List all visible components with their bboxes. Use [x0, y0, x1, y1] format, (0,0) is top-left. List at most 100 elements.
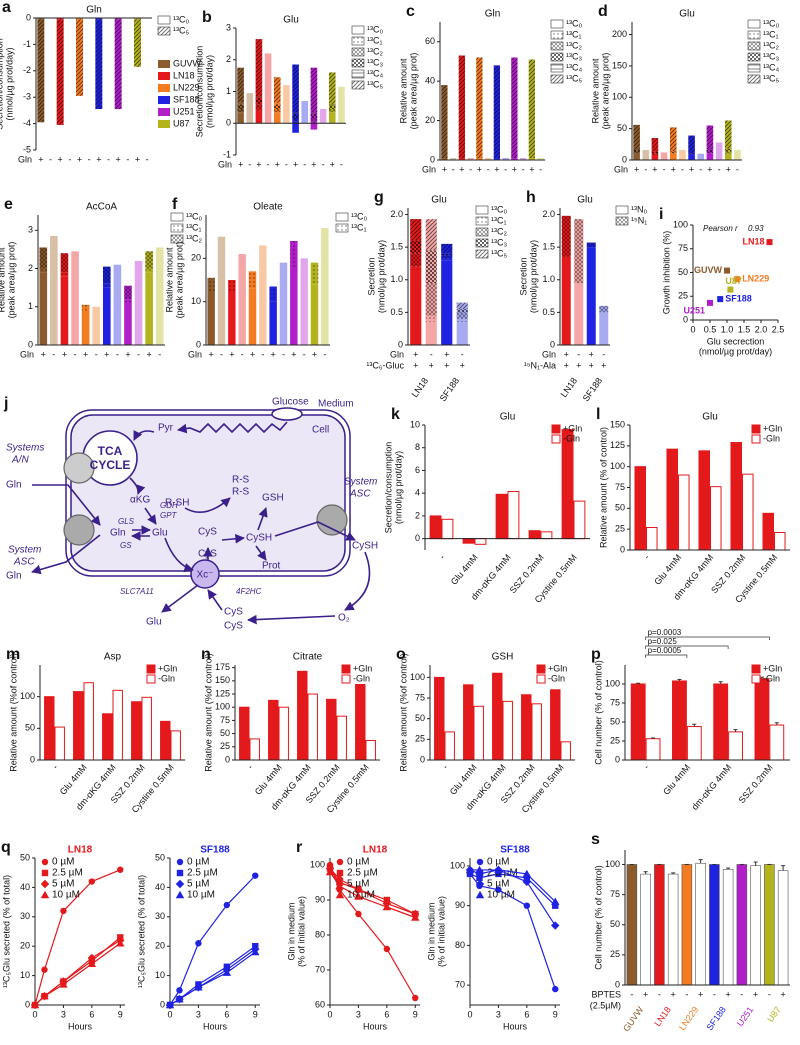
row-value: -	[146, 154, 149, 164]
x-axis-label: Hours	[203, 1021, 228, 1031]
x-tick-label: 3	[496, 1009, 501, 1019]
y-tick-label: 10	[410, 419, 420, 429]
y-axis-label: (% of initial value)	[436, 896, 446, 967]
label: R-S	[232, 487, 250, 498]
legend-label: ¹³C₅	[763, 73, 779, 83]
group-label: SF188	[704, 1005, 727, 1032]
row-value: +	[529, 164, 534, 174]
row-value: -	[430, 349, 433, 359]
legend-label: ¹³C₃	[763, 51, 779, 61]
row-value: -	[248, 159, 251, 169]
row-value: +	[512, 164, 517, 174]
y-axis-label: (peak area/µg prot)	[174, 242, 184, 319]
y-tick-label: 40	[20, 882, 30, 892]
y-tick-label: 70	[315, 964, 325, 974]
row-label: Gln	[422, 164, 436, 174]
bar	[141, 696, 152, 761]
x-tick-label: 9	[253, 1009, 258, 1019]
y-tick-label: 100	[215, 702, 230, 712]
x-tick-label: 1.5	[738, 324, 751, 334]
diagram: j Glucose Medium Cell Pyr TCA CYCLE α	[3, 395, 378, 631]
label: Medium	[318, 399, 354, 410]
bar-segment	[310, 118, 318, 122]
legend-label: ¹³C₂	[763, 40, 779, 50]
bar-segment	[688, 153, 695, 155]
bar-segment	[476, 158, 483, 160]
bar-segment	[528, 59, 536, 159]
legend-swatch	[475, 249, 489, 259]
arrow	[177, 421, 288, 434]
marker	[552, 985, 559, 993]
bar-segment	[669, 127, 677, 152]
bar-segment	[706, 153, 714, 160]
bar-segment	[715, 142, 723, 160]
row-value: -	[126, 154, 129, 164]
bar-segment	[456, 322, 468, 345]
row-value: +	[589, 360, 594, 370]
chart-title: GSH	[492, 652, 514, 663]
legend-label: -Gln	[763, 433, 780, 443]
row-value: +	[601, 360, 606, 370]
bar-segment	[458, 55, 466, 159]
legend-swatch	[351, 80, 365, 90]
row-value: +	[494, 164, 499, 174]
row-value: -	[577, 349, 580, 359]
legend-label: 2.5 µM	[52, 868, 83, 879]
x-tick-label: Glu 4mM	[661, 762, 692, 796]
marker	[176, 858, 184, 866]
y-tick-label: 2.0	[542, 209, 555, 219]
bar	[297, 670, 308, 761]
row-value: +	[311, 159, 316, 169]
legend-swatch	[751, 674, 761, 684]
bar	[83, 682, 94, 761]
row-value: -	[469, 164, 472, 174]
panel-letter: a	[2, 0, 11, 16]
bar-segment	[660, 152, 668, 160]
row-value: +	[444, 360, 449, 370]
y-tick-label: 50	[610, 716, 620, 726]
y-axis-label: ¹³C₅Glu secreted (% of total)	[136, 875, 146, 988]
bar	[474, 538, 487, 545]
point	[707, 299, 713, 306]
legend-label: -Gln	[158, 673, 175, 683]
marker	[412, 994, 419, 1002]
y-tick-label: 100	[410, 672, 425, 682]
row-value: -	[107, 154, 110, 164]
x-tick-label: 6	[224, 1009, 229, 1019]
y-tick-label: 100	[610, 461, 625, 471]
bar-segment	[39, 268, 48, 273]
bar-segment	[695, 862, 706, 986]
bar-segment	[145, 272, 153, 345]
x-tick-label: 3	[356, 1009, 361, 1019]
legend-label: ¹⁵N₁	[631, 215, 647, 225]
x-tick-label: 2.0	[755, 324, 768, 334]
y-tick-label: 50	[610, 919, 620, 929]
panel-letter: h	[526, 189, 536, 206]
legend-swatch	[351, 36, 365, 46]
bar	[507, 490, 520, 540]
bar-segment	[60, 253, 69, 273]
bar-segment	[292, 118, 299, 122]
chart-title: Asp	[104, 652, 122, 663]
y-tick-label: 100	[605, 678, 620, 688]
bar	[434, 676, 445, 761]
row-value: +	[58, 154, 63, 164]
group-label: LN18	[652, 1005, 673, 1028]
arrow	[257, 507, 268, 531]
label: R-SH	[165, 498, 189, 509]
bar-segment	[246, 93, 254, 124]
row-value: -	[663, 164, 666, 174]
legend-swatch	[351, 47, 365, 57]
x-tick-label: Glu 4mM	[448, 762, 479, 796]
legend-swatch	[751, 664, 761, 674]
bar	[102, 713, 113, 761]
panel-letter: f	[172, 196, 178, 213]
y-tick-label: 30	[155, 911, 165, 921]
row-value: +	[413, 360, 418, 370]
bar-segment	[651, 151, 659, 154]
row-value: +	[589, 349, 594, 359]
bar-segment	[255, 110, 263, 124]
legend-label: -Gln	[548, 673, 565, 683]
group-label: SF188	[438, 376, 461, 403]
marker	[551, 897, 560, 905]
